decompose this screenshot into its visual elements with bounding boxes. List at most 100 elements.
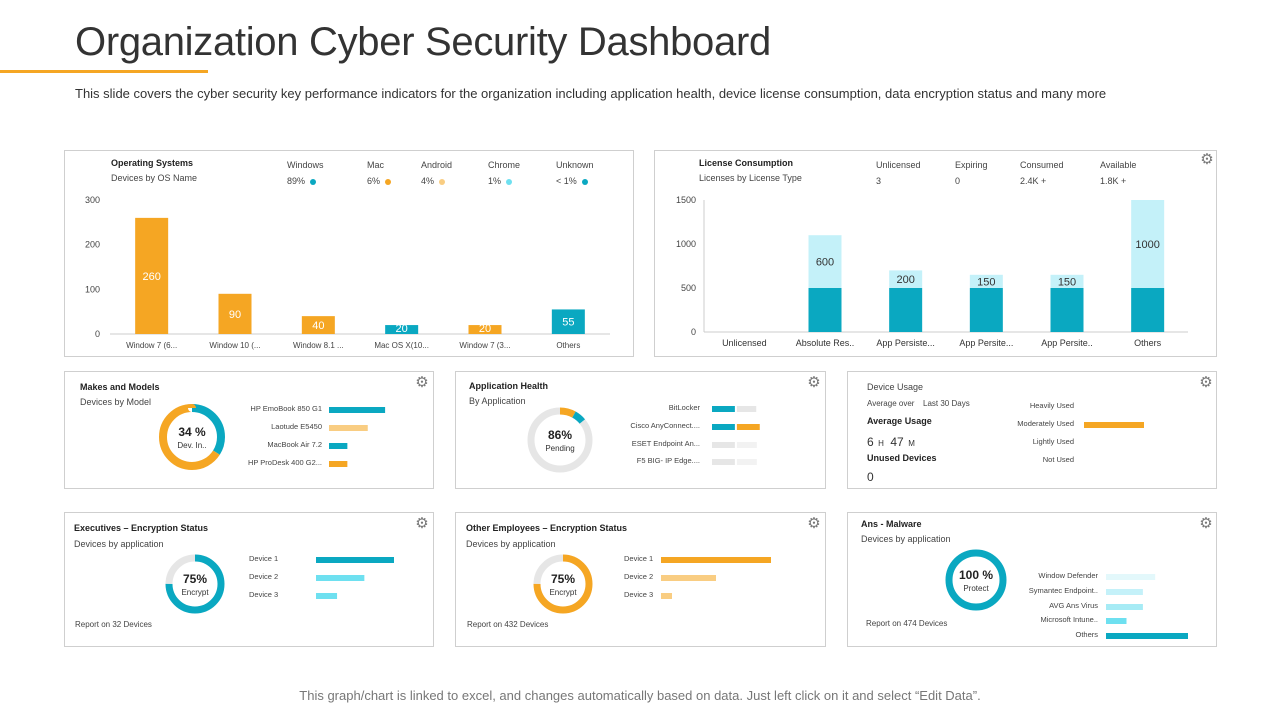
device-bar: [316, 575, 365, 581]
exec-title: Executives – Encryption Status: [74, 523, 209, 533]
exec-report: Report on 32 Devices: [75, 620, 152, 629]
malware-bar: [1106, 589, 1143, 595]
malware-panel: Ans - Malware Devices by application Rep…: [847, 512, 1217, 647]
bar: [385, 325, 419, 334]
device-label: Device 2: [249, 572, 279, 581]
legend-value: 6%: [367, 176, 392, 186]
page-subtitle: This slide covers the cyber security key…: [75, 86, 1107, 101]
usage-bar: [1084, 422, 1144, 428]
model-bar: [329, 425, 368, 431]
bar: [301, 316, 335, 334]
usage-avg-value: 6 H 47 M: [867, 435, 915, 449]
usage-label: Moderately Used: [1017, 419, 1074, 428]
device-label: Device 1: [624, 554, 654, 563]
bar-value-label: 260: [142, 271, 160, 283]
stacked-bar-segment: [1131, 288, 1165, 332]
malware-chart: 100 % Protect: [945, 549, 1188, 639]
legend-value: 1%: [488, 176, 513, 186]
donut-segment: [159, 404, 225, 470]
donut-segment: [945, 549, 1007, 611]
app-label: ESET Endpoint An...: [631, 439, 700, 448]
model-label: HP EmoBook 850 G1: [250, 404, 322, 413]
malware-label: Others: [1075, 630, 1098, 639]
stacked-bar-segment: [969, 274, 1003, 288]
device-bar: [661, 557, 771, 563]
bar: [135, 217, 169, 334]
license-stat-value: 1.8K +: [1100, 176, 1127, 186]
app-bar-a: [712, 442, 735, 448]
emp-panel: Other Employees – Encryption Status Devi…: [455, 512, 826, 647]
os-bar-chart: 0 100 200 300 260 Window 7 (6... 90 Window 10 (…: [85, 195, 610, 350]
y-tick-label: 300: [85, 195, 100, 205]
gear-icon[interactable]: ⚙: [1200, 151, 1214, 168]
gear-icon[interactable]: ⚙: [1199, 374, 1213, 391]
stacked-bar-segment: [969, 288, 1003, 332]
y-tick-label: 0: [95, 329, 100, 339]
legend-dot-icon: [439, 178, 446, 185]
malware-title: Ans - Malware: [861, 519, 922, 529]
stacked-bar-segment: [808, 235, 842, 288]
bar-value-label: 150: [1058, 276, 1076, 288]
device-bar: [316, 557, 394, 563]
legend-label: Unknown: [556, 160, 594, 170]
bar-value-label: 200: [896, 274, 914, 286]
legend-label: Chrome: [488, 160, 521, 170]
donut-center-label: Protect: [963, 584, 989, 593]
license-bar-chart: 0 500 1000 1500 Unlicensed 600 Absolute Res.. 2…: [676, 195, 1188, 348]
usage-period-value: Last 30 Days: [923, 399, 970, 408]
malware-bar: [1106, 574, 1156, 580]
gear-icon[interactable]: ⚙: [415, 515, 429, 532]
usage-label: Not Used: [1042, 455, 1074, 464]
malware-label: AVG Ans Virus: [1049, 601, 1098, 610]
app-bar-a: [712, 406, 735, 412]
x-tick-label: Absolute Res..: [796, 338, 855, 348]
legend-dot-icon: [385, 178, 392, 185]
emp-report: Report on 432 Devices: [467, 620, 549, 629]
device-bar: [661, 593, 672, 599]
license-stat-value: 3: [876, 176, 882, 186]
malware-report: Report on 474 Devices: [866, 619, 948, 628]
app-bar-b: [736, 459, 757, 465]
usage-label: Heavily Used: [1029, 401, 1074, 410]
gear-icon[interactable]: ⚙: [807, 515, 821, 532]
legend-value: 4%: [421, 176, 446, 186]
x-tick-label: Window 7 (3...: [459, 341, 510, 350]
exec-panel: Executives – Encryption Status Devices b…: [64, 512, 434, 647]
device-label: Device 2: [624, 572, 654, 581]
donut-center-value: 75%: [183, 572, 207, 586]
apphealth-panel: Application Health By Application ⚙ 86% P…: [455, 371, 826, 489]
bar-value-label: 20: [396, 323, 408, 335]
usage-panel: Device Usage Average over Last 30 Days A…: [847, 371, 1217, 489]
donut-center-label: Encrypt: [549, 588, 577, 597]
os-subtitle: Devices by OS Name: [111, 173, 198, 183]
makes-chart: 34 % Dev. In..: [159, 404, 386, 470]
malware-bar: [1106, 633, 1188, 639]
stacked-bar-segment: [889, 270, 923, 288]
malware-label: Microsoft Intune..: [1040, 615, 1098, 624]
legend-value: < 1%: [556, 176, 588, 186]
x-tick-label: App Persite...: [959, 338, 1013, 348]
app-bar-b: [736, 442, 757, 448]
malware-subtitle: Devices by application: [861, 534, 951, 544]
x-tick-label: Others: [556, 341, 580, 350]
x-tick-label: Others: [1134, 338, 1162, 348]
apphealth-subtitle: By Application: [469, 396, 526, 406]
gear-icon[interactable]: ⚙: [415, 374, 429, 391]
x-tick-label: App Persite..: [1041, 338, 1093, 348]
app-bar-b: [736, 406, 757, 412]
bar-value-label: 600: [816, 257, 834, 269]
license-stat-label: Available: [1100, 160, 1137, 170]
usage-avg-title: Average Usage: [867, 416, 932, 426]
gear-icon[interactable]: ⚙: [1199, 515, 1213, 532]
model-bar: [329, 461, 348, 467]
bar-value-label: 90: [229, 309, 241, 321]
app-bar-a: [712, 459, 735, 465]
title-underline: [0, 70, 208, 73]
app-bar-a: [712, 424, 735, 430]
usage-unused-title: Unused Devices: [867, 453, 937, 463]
model-bar: [329, 407, 386, 413]
emp-title: Other Employees – Encryption Status: [466, 523, 628, 533]
device-bar: [661, 575, 716, 581]
gear-icon[interactable]: ⚙: [807, 374, 821, 391]
y-tick-label: 200: [85, 240, 100, 250]
